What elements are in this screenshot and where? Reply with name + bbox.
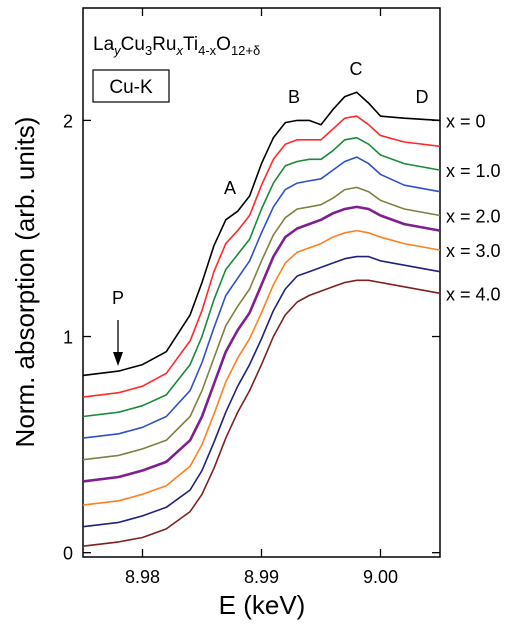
title-part: Cu [121,34,145,55]
x-tick-label: 8.99 [244,567,279,587]
series-label: x = 1.0 [446,161,501,181]
title-part: y [113,43,122,58]
title-part: 12+δ [231,43,260,58]
x-tick-label: 9.00 [363,567,398,587]
x-tick-label: 8.98 [125,567,160,587]
series-line [82,229,441,506]
series-line [82,279,441,547]
series-line [82,91,441,377]
annotation: D [416,87,429,107]
y-tick-label: 1 [63,328,73,348]
series-line [82,205,441,483]
title-part: Ru [152,34,176,55]
y-axis-label: Norm. absorption (arb. units) [10,117,40,448]
title-part: O [216,34,231,55]
annotation: A [224,178,236,198]
series-line [82,136,441,418]
edge-label: Cu-K [109,77,153,98]
series-label: x = 0 [446,111,486,131]
title-part: Ti [183,34,198,55]
series-line [82,156,441,439]
series-line [82,115,441,398]
series-line [82,255,441,528]
title-part: La [93,34,115,55]
series-label: x = 2.0 [446,206,501,226]
annotation: P [112,288,124,308]
chart-title: LayCu3RuxTi4-xO12+δ [93,34,260,58]
arrow-head [113,352,123,366]
title-part: x [175,43,183,58]
series-line [82,186,441,461]
series-label: x = 4.0 [446,284,501,304]
y-tick-label: 2 [63,111,73,131]
title-part: 4-x [198,43,217,58]
annotation: C [350,59,363,79]
title-part: 3 [145,43,152,58]
annotation: B [288,87,300,107]
edge-box [92,69,170,103]
x-axis-label: E (keV) [219,590,306,620]
y-tick-label: 0 [63,544,73,564]
series-label: x = 3.0 [446,241,501,261]
